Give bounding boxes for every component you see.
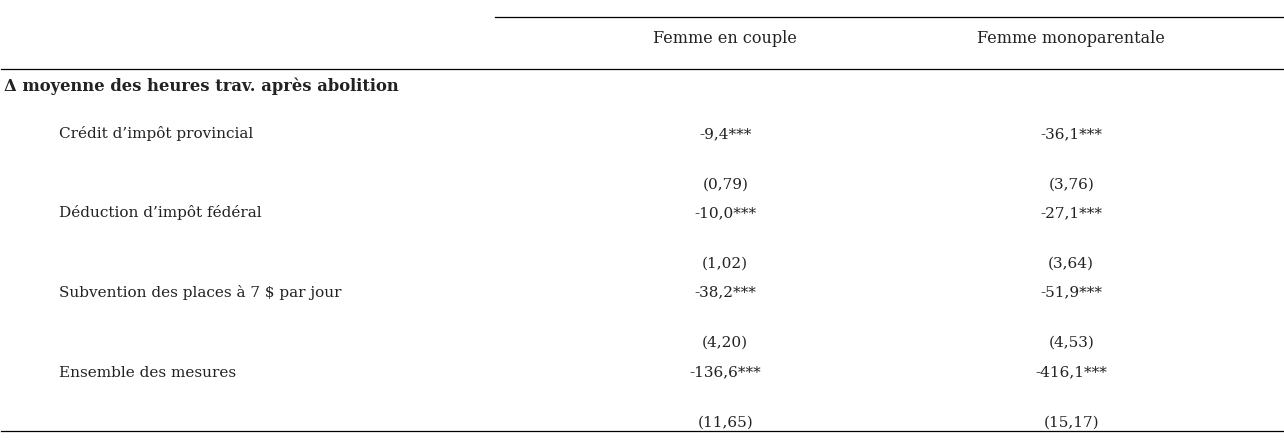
Text: -10,0***: -10,0*** (695, 206, 756, 220)
Text: (3,64): (3,64) (1048, 256, 1094, 270)
Text: -27,1***: -27,1*** (1040, 206, 1102, 220)
Text: (4,20): (4,20) (702, 336, 749, 350)
Text: Crédit d’impôt provincial: Crédit d’impôt provincial (59, 126, 253, 141)
Text: -38,2***: -38,2*** (695, 286, 756, 300)
Text: -36,1***: -36,1*** (1040, 127, 1102, 141)
Text: Déduction d’impôt fédéral: Déduction d’impôt fédéral (59, 205, 262, 220)
Text: (4,53): (4,53) (1048, 336, 1094, 350)
Text: Femme monoparentale: Femme monoparentale (977, 30, 1165, 47)
Text: Femme en couple: Femme en couple (654, 30, 797, 47)
Text: (1,02): (1,02) (702, 256, 749, 270)
Text: -9,4***: -9,4*** (698, 127, 751, 141)
Text: (15,17): (15,17) (1044, 416, 1099, 430)
Text: -416,1***: -416,1*** (1035, 366, 1107, 380)
Text: (0,79): (0,79) (702, 178, 749, 191)
Text: Δ moyenne des heures trav. après abolition: Δ moyenne des heures trav. après aboliti… (4, 78, 399, 95)
Text: -51,9***: -51,9*** (1040, 286, 1102, 300)
Text: Ensemble des mesures: Ensemble des mesures (59, 366, 236, 380)
Text: (11,65): (11,65) (697, 416, 754, 430)
Text: (3,76): (3,76) (1048, 178, 1094, 191)
Text: -136,6***: -136,6*** (690, 366, 761, 380)
Text: Subvention des places à 7 $ par jour: Subvention des places à 7 $ par jour (59, 285, 342, 300)
